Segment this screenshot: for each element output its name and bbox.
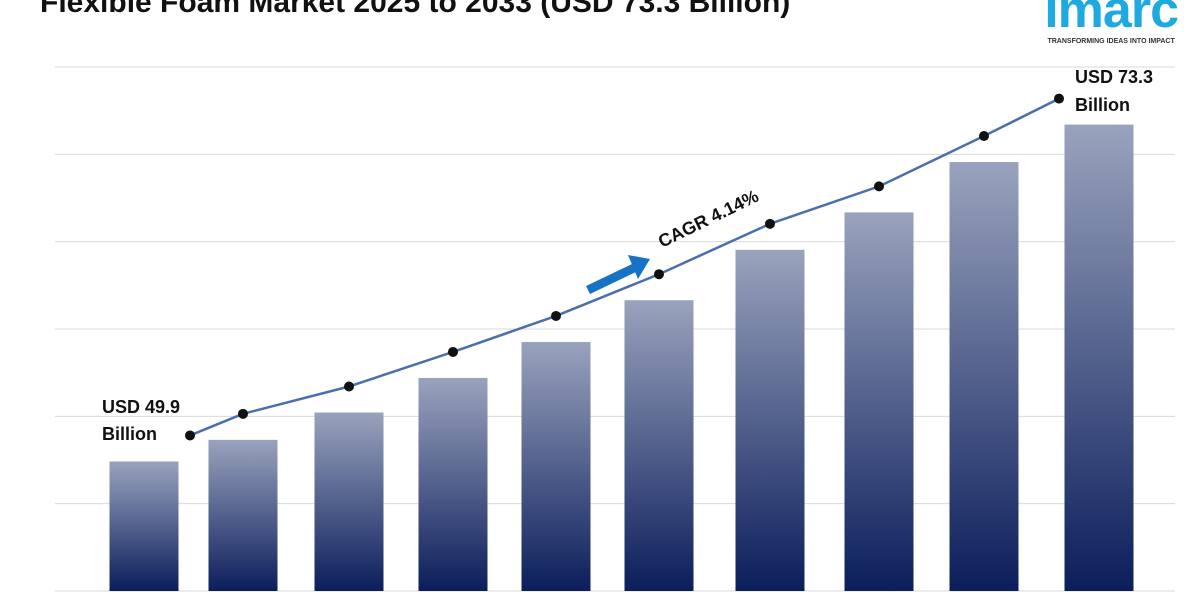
trend-point bbox=[551, 310, 561, 321]
bar bbox=[1064, 124, 1134, 591]
trend-point bbox=[979, 131, 989, 142]
bar bbox=[521, 341, 591, 591]
bar bbox=[314, 412, 384, 591]
trend-point bbox=[238, 408, 248, 419]
bar bbox=[844, 212, 914, 591]
bar bbox=[109, 461, 179, 591]
imarc-logo: imarc TRANSFORMING IDEAS INTO IMPACT bbox=[1044, 0, 1179, 45]
trend-point bbox=[874, 181, 884, 192]
start-label-line1: USD 49.9 bbox=[102, 397, 180, 417]
trend-line bbox=[189, 97, 1060, 437]
bar bbox=[418, 377, 488, 591]
trend-point bbox=[448, 346, 458, 357]
end-label-line2: Billion bbox=[1075, 95, 1130, 115]
trend-point bbox=[344, 381, 354, 392]
trend-point bbox=[185, 430, 195, 441]
end-label-line1: USD 73.3 bbox=[1075, 67, 1153, 87]
bar bbox=[208, 439, 278, 591]
trend-point bbox=[1054, 93, 1064, 104]
logo-word: imarc bbox=[1044, 0, 1179, 39]
trend-point bbox=[654, 269, 664, 280]
bar bbox=[949, 162, 1019, 591]
chart-title: Flexible Foam Market 2025 to 2033 (USD 7… bbox=[40, 0, 791, 19]
cagr-arrow bbox=[586, 255, 650, 295]
start-label-line2: Billion bbox=[102, 424, 157, 444]
logo-tagline: TRANSFORMING IDEAS INTO IMPACT bbox=[1047, 38, 1175, 45]
trend-point bbox=[765, 218, 775, 229]
bar bbox=[624, 300, 694, 591]
bar bbox=[735, 249, 805, 592]
